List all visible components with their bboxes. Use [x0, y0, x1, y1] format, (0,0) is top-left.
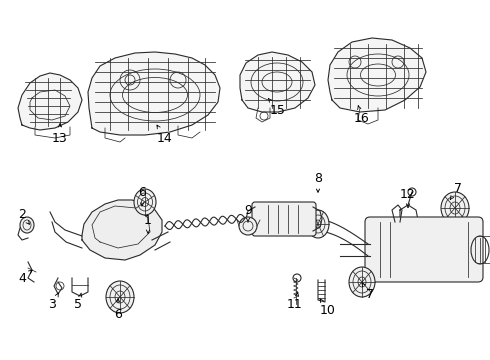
Text: 11: 11 [287, 293, 303, 311]
Polygon shape [88, 52, 220, 135]
Ellipse shape [349, 267, 375, 297]
Text: 16: 16 [354, 106, 370, 125]
Text: 12: 12 [400, 189, 416, 207]
Ellipse shape [20, 217, 34, 233]
Text: 10: 10 [320, 298, 336, 316]
Polygon shape [328, 38, 426, 112]
Circle shape [239, 217, 257, 235]
Text: 13: 13 [52, 124, 68, 144]
Text: 8: 8 [314, 171, 322, 192]
Polygon shape [82, 200, 162, 260]
Text: 2: 2 [18, 208, 29, 224]
Text: 7: 7 [450, 181, 462, 200]
FancyBboxPatch shape [252, 202, 316, 236]
Text: 6: 6 [138, 186, 146, 206]
FancyBboxPatch shape [365, 217, 483, 282]
Text: 4: 4 [18, 270, 32, 284]
Text: 9: 9 [244, 203, 252, 222]
Text: 5: 5 [74, 293, 82, 311]
Ellipse shape [307, 210, 329, 238]
Text: 3: 3 [48, 293, 58, 311]
Ellipse shape [134, 189, 156, 215]
Text: 6: 6 [114, 299, 122, 321]
Text: 15: 15 [269, 99, 286, 117]
Text: 7: 7 [362, 283, 374, 302]
Ellipse shape [441, 192, 469, 224]
Ellipse shape [106, 281, 134, 313]
Polygon shape [18, 73, 82, 130]
Text: 14: 14 [157, 125, 173, 144]
Polygon shape [240, 52, 315, 112]
Text: 1: 1 [144, 213, 152, 233]
